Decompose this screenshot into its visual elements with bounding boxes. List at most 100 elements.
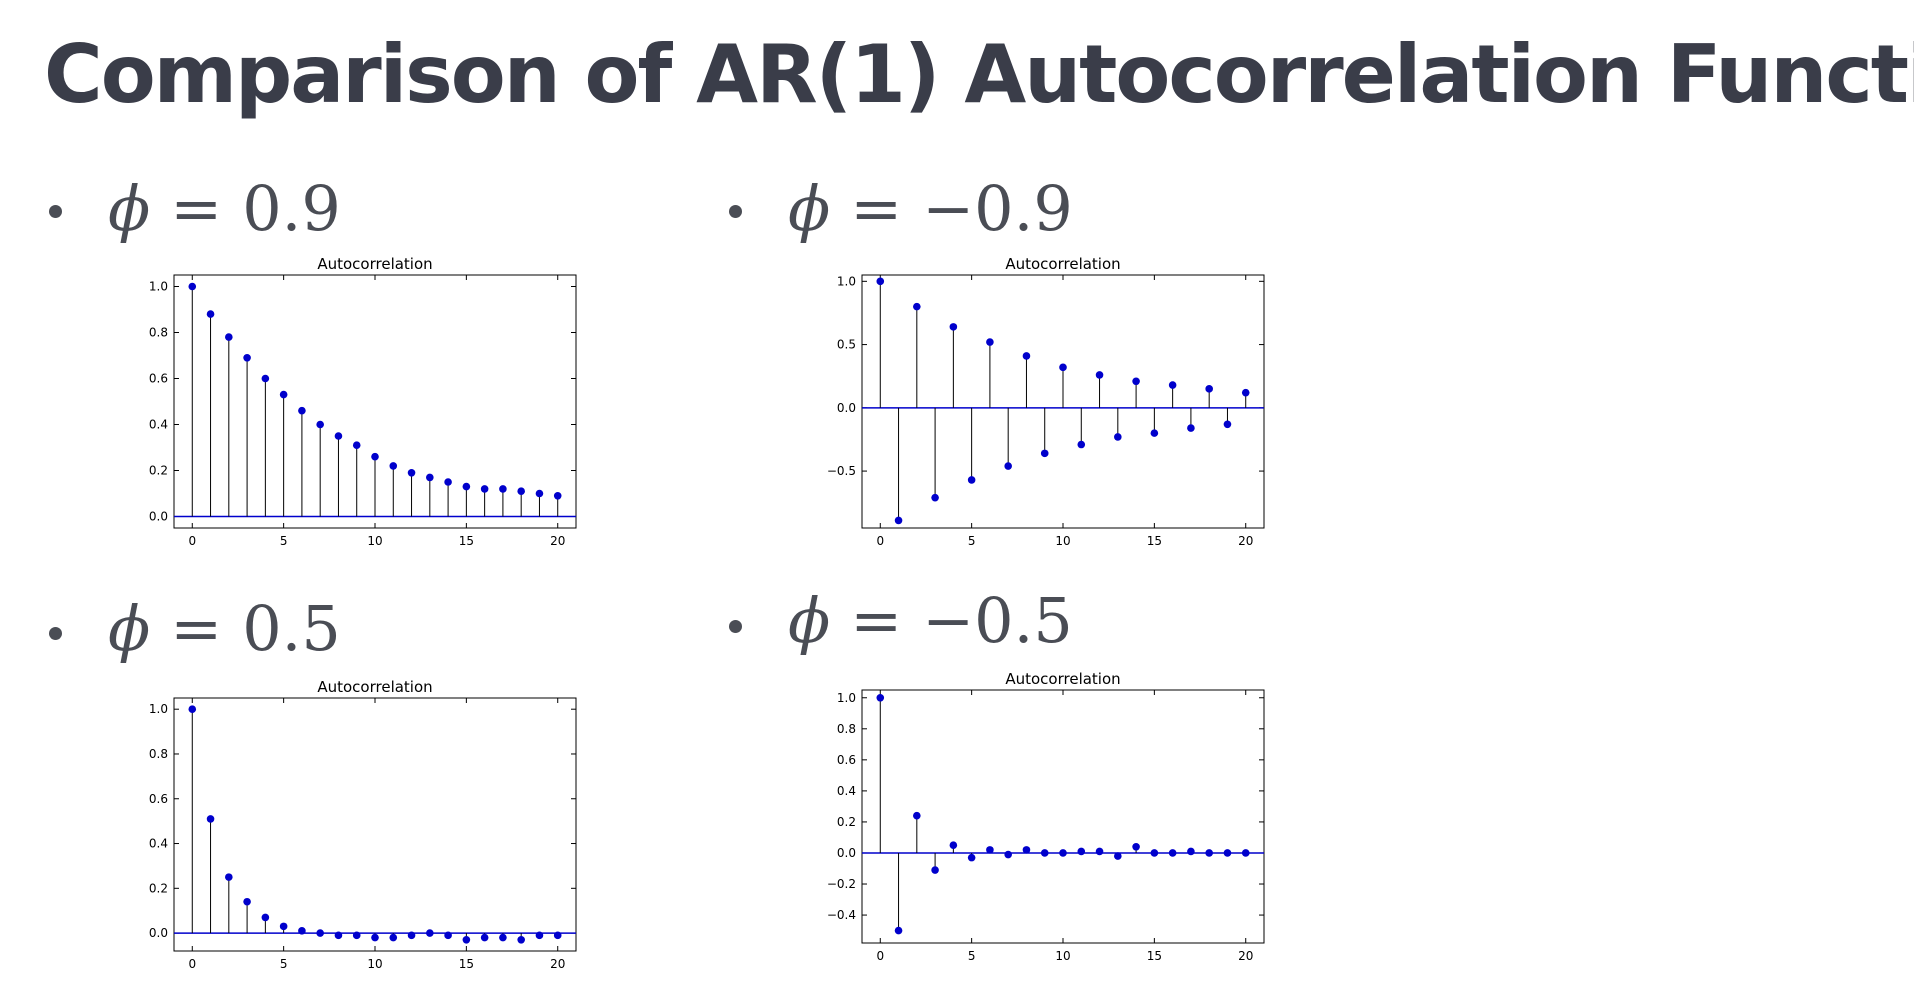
stem-marker	[876, 693, 885, 702]
stem-marker	[1095, 371, 1104, 379]
y-tick-label: 0.2	[837, 815, 856, 829]
x-tick-label: 5	[968, 534, 976, 548]
y-tick-label: 0.4	[837, 784, 856, 798]
x-tick-label: 0	[188, 534, 196, 548]
x-tick-label: 5	[280, 957, 288, 971]
stem-marker	[1040, 449, 1049, 458]
y-tick-label: 0.0	[837, 846, 856, 860]
chart-title: Autocorrelation	[1005, 255, 1120, 273]
stem-marker	[389, 462, 398, 470]
stem-marker	[444, 478, 452, 486]
stem-marker	[986, 846, 994, 854]
stem-marker	[931, 493, 939, 502]
phi-symbol: ϕ	[788, 172, 831, 245]
stem-marker	[444, 931, 452, 940]
x-tick-label: 10	[367, 534, 382, 548]
y-tick-label: 0.8	[837, 722, 856, 736]
stem-marker	[261, 913, 270, 922]
stem-marker	[1022, 352, 1031, 360]
x-tick-label: 5	[968, 949, 976, 963]
stem-marker	[407, 931, 416, 940]
y-tick-label: 0.4	[149, 837, 168, 851]
stem-marker	[535, 489, 544, 498]
y-tick-label: 0.4	[149, 418, 168, 432]
stem-marker	[1187, 424, 1195, 432]
stem-marker	[206, 815, 215, 823]
stem-marker	[462, 482, 471, 491]
stem-marker	[352, 441, 361, 449]
stem-marker	[517, 936, 525, 944]
stem-marker	[243, 897, 251, 906]
stem-marker	[1223, 849, 1232, 857]
phi-label-4: ϕ = −0.5	[788, 590, 1073, 652]
stem-marker	[1205, 849, 1213, 857]
stem-marker	[913, 302, 921, 311]
x-tick-label: 20	[1238, 534, 1253, 548]
stem-marker	[1168, 381, 1177, 389]
stem-marker	[480, 933, 489, 942]
x-tick-label: 5	[280, 534, 288, 548]
y-tick-label: −0.2	[827, 877, 856, 891]
phi-value: −0.9	[922, 172, 1073, 245]
acf-chart-phi-0.9: Autocorrelation 0.0 0.2 0.4 0.6 0.8 1.0 0 5 10 15 2…	[149, 255, 577, 548]
stem-marker	[316, 420, 324, 429]
stem-marker	[243, 354, 251, 362]
stem-marker	[316, 929, 324, 937]
y-tick-label: 0.5	[837, 338, 856, 352]
stem-marker	[298, 927, 306, 935]
y-tick-label: −0.5	[827, 464, 856, 478]
stem-marker	[535, 931, 544, 940]
y-tick-label: 0.6	[149, 792, 168, 806]
stem-marker	[225, 333, 233, 341]
stem-marker	[986, 338, 994, 346]
x-tick-label: 0	[876, 949, 884, 963]
stem-marker	[225, 873, 233, 881]
stem-marker	[1241, 849, 1250, 857]
bullet-dot	[729, 620, 742, 633]
y-tick-label: 0.0	[837, 401, 856, 415]
stem-marker	[334, 931, 343, 940]
stem-marker	[480, 485, 489, 493]
stem-marker	[967, 476, 976, 484]
stem-marker	[1022, 846, 1031, 854]
equals-sign: =	[850, 584, 903, 657]
stem-marker	[279, 390, 288, 399]
stem-marker	[1168, 849, 1177, 857]
x-tick-label: 15	[459, 957, 474, 971]
y-tick-label: 1.0	[837, 691, 856, 705]
stem-marker	[426, 929, 434, 937]
y-tick-label: 0.8	[149, 326, 168, 340]
stem-marker	[334, 432, 343, 440]
y-tick-label: 0.2	[149, 881, 168, 895]
stem-marker	[894, 516, 903, 525]
stem-marker	[1059, 849, 1067, 857]
stem-marker	[1095, 847, 1104, 856]
stem-marker	[499, 933, 507, 942]
stem-marker	[894, 926, 903, 935]
stem-marker	[1150, 429, 1159, 437]
stem-marker	[1077, 847, 1086, 856]
stem-marker	[1223, 420, 1232, 429]
stem-marker	[553, 931, 562, 940]
bullet-dot	[729, 205, 742, 218]
bullet-dot	[49, 627, 62, 640]
stem-marker	[499, 485, 507, 493]
x-tick-label: 10	[1055, 534, 1070, 548]
phi-symbol: ϕ	[108, 592, 151, 665]
stem-marker	[949, 841, 958, 850]
y-tick-label: −0.4	[827, 908, 856, 922]
stem-marker	[188, 282, 197, 291]
stem-marker	[298, 406, 306, 415]
stem-marker	[876, 277, 885, 286]
stem-marker	[553, 492, 562, 500]
x-tick-label: 0	[188, 957, 196, 971]
stem-marker	[389, 933, 398, 942]
stem-marker	[1132, 377, 1140, 386]
x-tick-label: 20	[550, 957, 565, 971]
equals-sign: =	[170, 172, 223, 245]
acf-chart-phi-neg-0.9: Autocorrelation −0.5 0.0 0.5 1.0 0 5 10 15 20	[827, 255, 1265, 548]
x-tick-label: 15	[459, 534, 474, 548]
stem-marker	[188, 705, 197, 713]
equals-sign: =	[170, 592, 223, 665]
y-tick-label: 0.2	[149, 464, 168, 478]
